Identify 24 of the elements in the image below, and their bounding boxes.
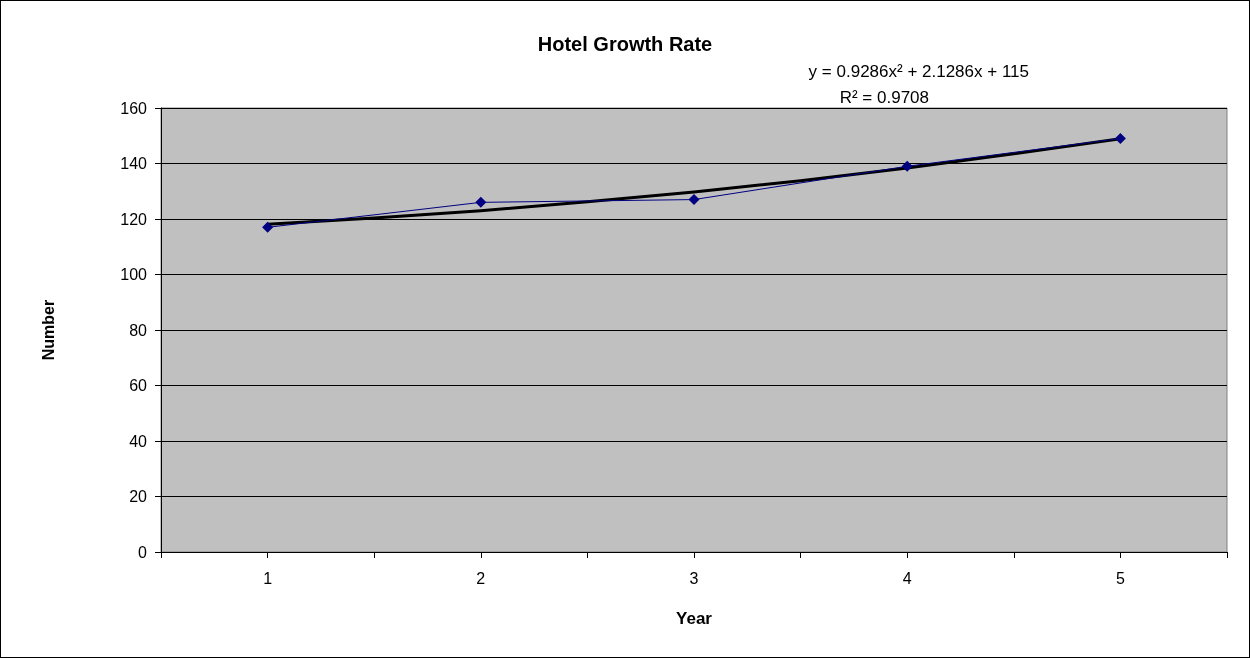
point — [262, 221, 274, 233]
x-tick-label: 4 — [902, 569, 912, 587]
y-tick-label: 100 — [120, 266, 148, 283]
y-tick-label: 20 — [129, 488, 148, 505]
x-tick-label: 2 — [476, 569, 486, 587]
x-tick-label: 3 — [689, 569, 699, 587]
x-tick-label: 1 — [263, 569, 273, 587]
y-tick-label: 60 — [129, 377, 148, 394]
x-axis-title: Year — [676, 609, 713, 628]
y-axis-title: Number — [39, 299, 57, 361]
point — [475, 196, 487, 208]
point — [901, 160, 913, 172]
point — [688, 194, 700, 206]
y-tick-label: 0 — [138, 543, 148, 561]
y-tick-label: 160 — [120, 99, 148, 117]
point — [1114, 133, 1126, 145]
y-tick-label: 80 — [129, 321, 148, 339]
chart-title: Hotel Growth Rate — [537, 33, 713, 55]
y-tick-label: 140 — [120, 155, 148, 172]
x-tick-label: 5 — [1115, 569, 1125, 587]
y-tick-label: 40 — [129, 432, 148, 450]
text: y = 0.9286x² + 2.1286x + 115 — [808, 62, 1030, 81]
text: R² = 0.9708 — [839, 88, 929, 107]
y-tick-label: 120 — [120, 210, 148, 228]
